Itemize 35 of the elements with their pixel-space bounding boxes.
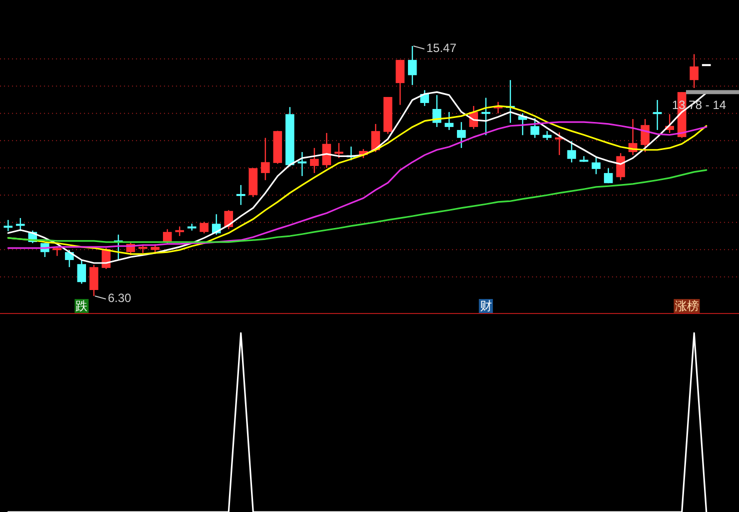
candlestick — [334, 142, 344, 159]
annotation: 15.47 — [426, 41, 457, 55]
candlestick — [322, 132, 332, 168]
candlestick — [200, 221, 209, 234]
candlestick — [444, 111, 454, 131]
candlestick — [604, 168, 613, 184]
candlestick — [408, 45, 417, 86]
candlestick — [396, 59, 405, 106]
candlestick — [16, 217, 25, 232]
candlestick — [64, 249, 74, 268]
candlestick — [592, 156, 601, 175]
candlestick — [298, 151, 307, 177]
candlestick — [481, 97, 490, 136]
candlestick — [432, 94, 442, 128]
annotation: 6.30 — [108, 291, 132, 305]
candlestick — [690, 54, 699, 89]
candlestick — [456, 121, 466, 149]
candlestick — [236, 184, 246, 206]
candlestick — [77, 259, 86, 284]
candlestick — [175, 226, 184, 237]
candlestick — [310, 147, 319, 174]
candlestick — [652, 99, 662, 131]
candlestick — [4, 219, 13, 232]
candlestick — [224, 210, 234, 230]
candlestick — [89, 264, 98, 297]
candlestick — [530, 118, 540, 138]
candlestick — [616, 152, 626, 181]
candlestick — [567, 140, 576, 164]
candlestick — [260, 137, 270, 181]
candlestick — [371, 123, 380, 153]
candlestick — [640, 118, 650, 153]
text: 涨榜 — [674, 299, 699, 313]
text: 财 — [480, 299, 492, 313]
candlestick — [420, 90, 430, 107]
text: 跌 — [76, 299, 88, 313]
